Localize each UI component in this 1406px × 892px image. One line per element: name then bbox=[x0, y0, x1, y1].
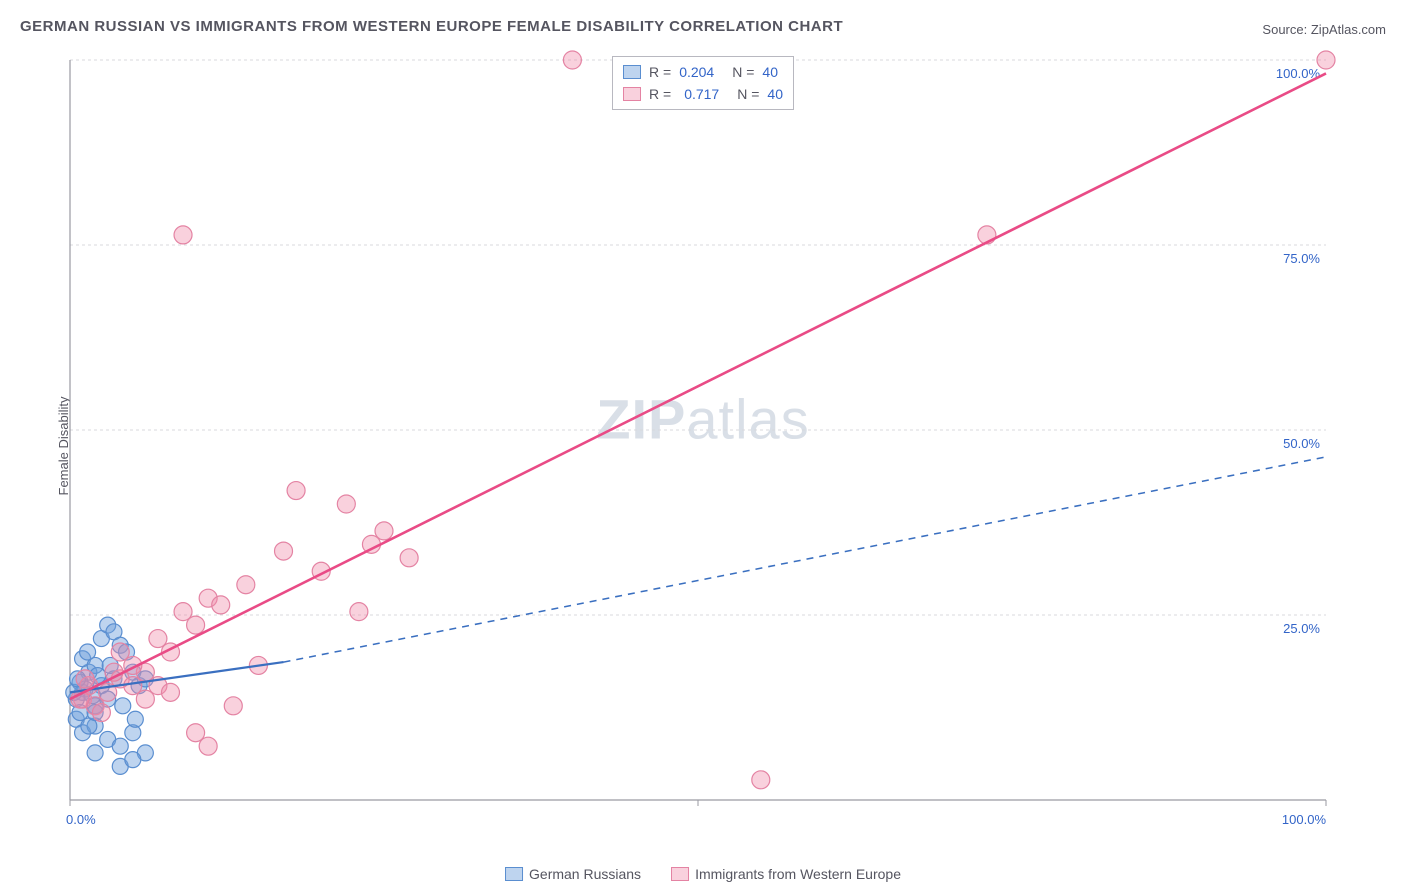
svg-text:100.0%: 100.0% bbox=[1282, 812, 1327, 827]
r-label: R = bbox=[649, 64, 671, 80]
svg-text:75.0%: 75.0% bbox=[1283, 251, 1320, 266]
svg-text:25.0%: 25.0% bbox=[1283, 621, 1320, 636]
legend-item-1: German Russians bbox=[505, 866, 641, 882]
svg-text:0.0%: 0.0% bbox=[66, 812, 96, 827]
stats-legend: R = 0.204 N = 40 R = 0.717 N = 40 bbox=[612, 56, 794, 110]
source-label: Source: bbox=[1262, 22, 1307, 37]
legend-label-1: German Russians bbox=[529, 866, 641, 882]
n-value-2: 40 bbox=[767, 86, 783, 102]
r-value-1: 0.204 bbox=[679, 64, 714, 80]
stats-legend-row-1: R = 0.204 N = 40 bbox=[623, 61, 783, 83]
scatter-plot: 25.0%50.0%75.0%100.0%0.0%100.0% bbox=[60, 50, 1386, 840]
legend-swatch-blue bbox=[623, 65, 641, 79]
series-legend: German Russians Immigrants from Western … bbox=[505, 866, 901, 882]
n-value-1: 40 bbox=[762, 64, 778, 80]
n-label: N = bbox=[732, 64, 754, 80]
stats-legend-row-2: R = 0.717 N = 40 bbox=[623, 83, 783, 105]
svg-text:50.0%: 50.0% bbox=[1283, 436, 1320, 451]
r-value-2: 0.717 bbox=[684, 86, 719, 102]
n-label-2: N = bbox=[737, 86, 759, 102]
chart-title: GERMAN RUSSIAN VS IMMIGRANTS FROM WESTER… bbox=[20, 18, 843, 35]
legend-swatch-1 bbox=[505, 867, 523, 881]
r-label-2: R = bbox=[649, 86, 671, 102]
legend-item-2: Immigrants from Western Europe bbox=[671, 866, 901, 882]
legend-swatch-2 bbox=[671, 867, 689, 881]
source-link[interactable]: ZipAtlas.com bbox=[1311, 22, 1386, 37]
legend-swatch-pink bbox=[623, 87, 641, 101]
source-attribution: Source: ZipAtlas.com bbox=[1262, 22, 1386, 37]
legend-label-2: Immigrants from Western Europe bbox=[695, 866, 901, 882]
